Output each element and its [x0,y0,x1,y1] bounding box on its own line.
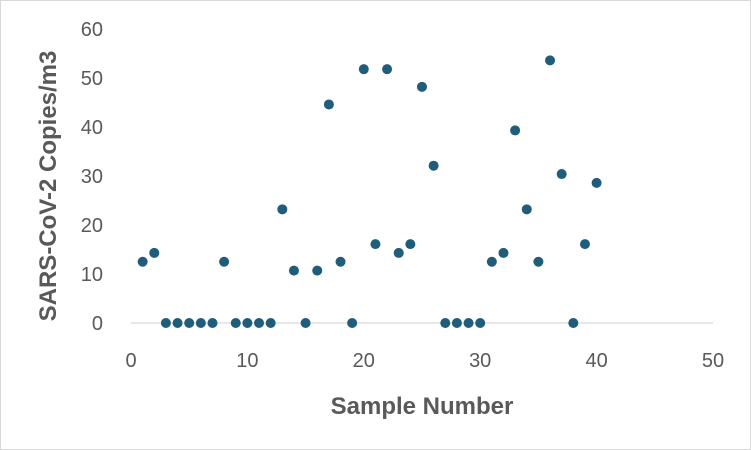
data-point [486,256,497,267]
data-point [510,125,521,136]
x-tick-labels: 0 10 20 30 40 50 [125,350,724,372]
x-tick-label: 40 [585,350,607,372]
y-tick-label: 0 [92,313,103,335]
y-tick-label: 40 [81,117,103,139]
data-point [591,177,602,188]
data-point [417,81,427,92]
data-point [172,318,183,328]
y-tick-label: 60 [81,19,103,41]
data-point [579,239,590,250]
data-point [195,318,206,328]
data-point [463,318,474,328]
data-point [242,318,253,328]
x-tick-label: 10 [236,350,258,372]
data-point [533,256,544,267]
y-tick-label: 10 [81,264,103,286]
x-tick-label: 20 [353,350,375,372]
data-point [451,318,462,328]
data-point [568,318,579,328]
data-point [498,247,509,258]
data-point [545,55,556,66]
data-point [556,169,567,180]
x-tick-label: 0 [125,350,136,372]
data-point [312,265,323,276]
data-point [288,265,299,276]
data-point [254,318,265,328]
data-point [277,204,288,215]
x-tick-label: 30 [469,350,491,372]
data-point [382,64,393,75]
data-point [160,318,171,328]
y-tick-label: 50 [81,68,103,90]
data-point [207,318,218,328]
y-tick-label: 30 [81,166,103,188]
data-point [475,318,486,328]
data-points [137,55,602,328]
y-axis-title: SARS-CoV-2 Copies/m3 [35,51,62,322]
data-point [521,204,532,215]
data-point [370,239,381,250]
data-point [347,318,358,328]
data-point [358,64,369,75]
y-tick-labels: 0 10 20 30 40 50 60 [81,19,103,335]
data-point [230,318,241,328]
data-point [440,318,451,328]
data-point [184,318,195,328]
data-point [393,247,404,258]
data-point [428,160,439,171]
data-point [265,318,276,328]
data-point [405,239,416,250]
data-point [219,256,230,267]
data-point [335,256,346,267]
data-point [149,247,160,258]
data-point [323,99,334,110]
x-axis-title: Sample Number [331,393,514,420]
y-tick-label: 20 [81,215,103,237]
data-point [137,256,148,267]
data-point [300,318,311,328]
x-tick-label: 50 [702,350,724,372]
